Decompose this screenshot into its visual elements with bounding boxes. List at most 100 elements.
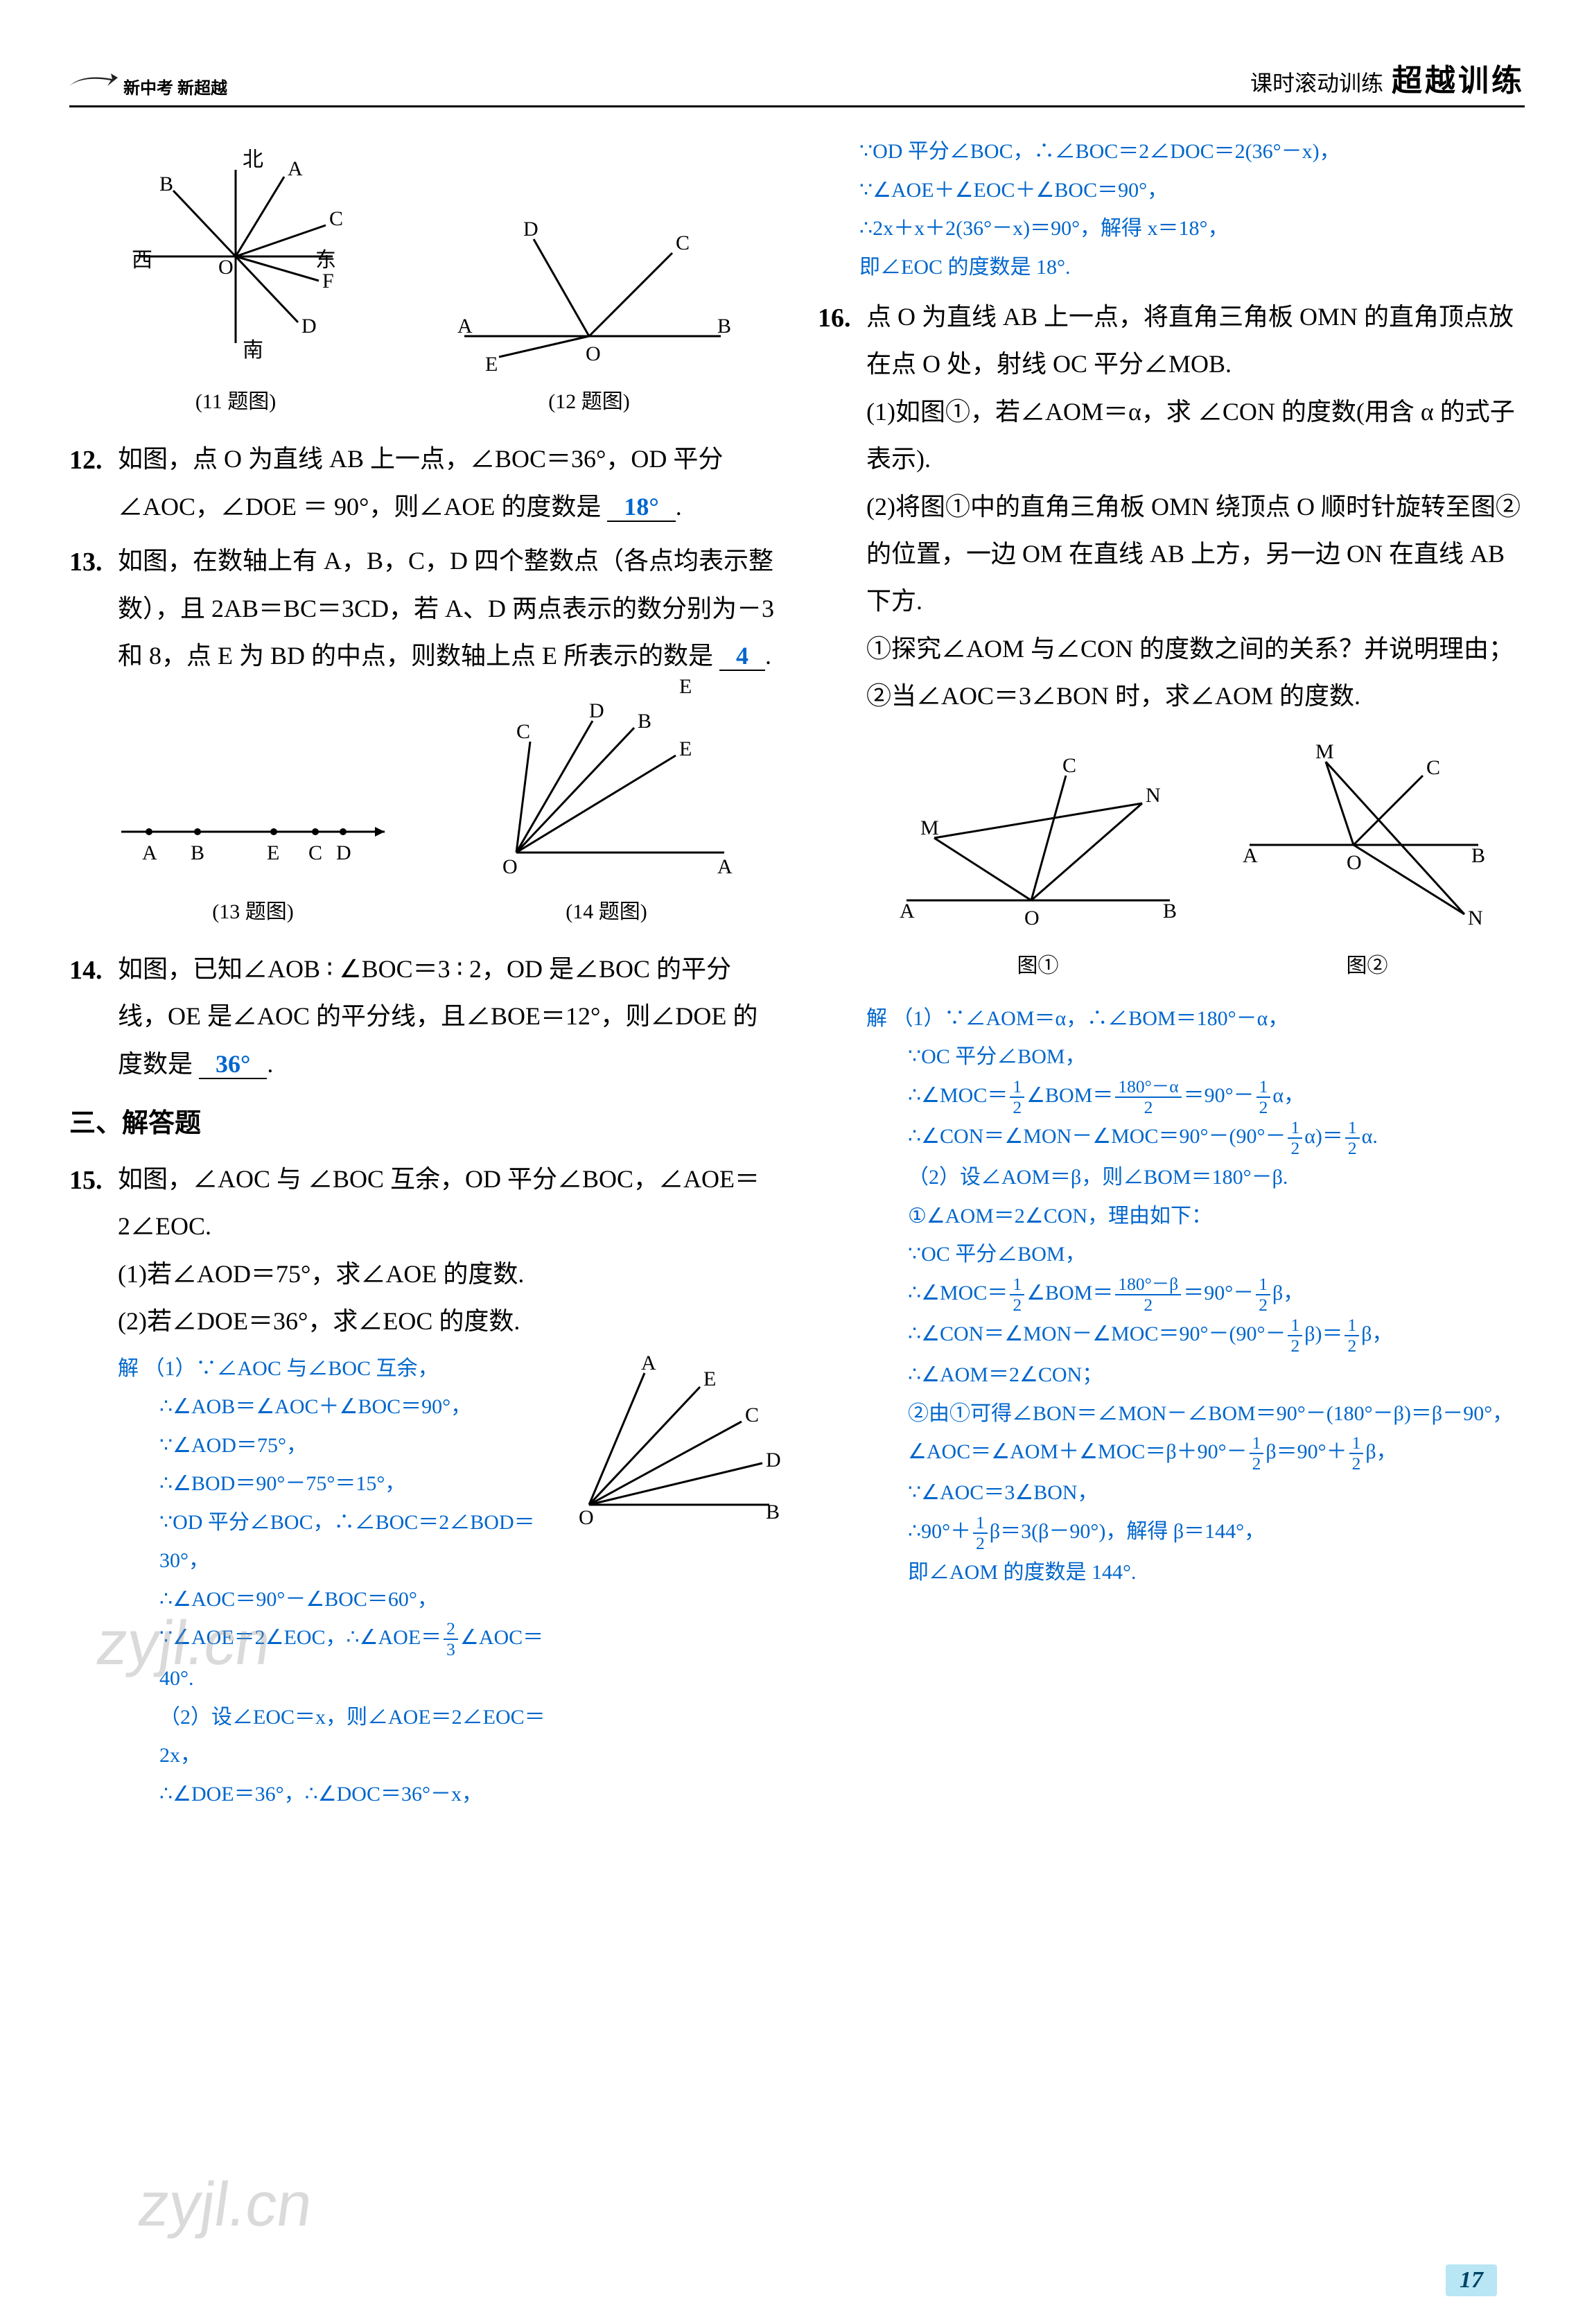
p12-body: 如图，点 O 为直线 AB 上一点，∠BOC＝36°，OD 平分 ∠AOC，∠D… <box>118 435 776 530</box>
svg-text:M: M <box>1315 740 1334 763</box>
problem-12: 12. 如图，点 O 为直线 AB 上一点，∠BOC＝36°，OD 平分 ∠AO… <box>69 435 776 530</box>
svg-text:M: M <box>920 816 939 839</box>
p13-body: 如图，在数轴上有 A，B，C，D 四个整数点（各点均表示整数），且 2AB＝BC… <box>118 537 776 679</box>
p15-body: 如图，∠AOC 与 ∠BOC 互余，OD 平分∠BOC，∠AOE＝2∠EOC. … <box>118 1155 776 1813</box>
watermark-2: zyjl.cn <box>134 2169 317 2241</box>
svg-text:N: N <box>1146 784 1161 807</box>
header-left: 新中考 新超越 <box>69 72 227 100</box>
svg-text:O: O <box>586 342 601 365</box>
page-header: 新中考 新超越 课时滚动训练 超越训练 <box>69 55 1525 107</box>
fig12-svg: A B C D E O <box>444 198 735 364</box>
svg-text:D: D <box>589 699 604 722</box>
p14-num: 14. <box>69 945 118 1087</box>
fig16a-svg: A B M C N O <box>893 748 1184 928</box>
svg-text:B: B <box>638 710 651 733</box>
svg-text:D: D <box>301 315 317 338</box>
fig16b: A B M C N O 图② <box>1236 734 1499 986</box>
svg-text:西: 西 <box>132 249 152 272</box>
fig14-caption: (14 题图) <box>475 892 738 932</box>
svg-text:B: B <box>1163 900 1177 923</box>
arrow-icon <box>69 72 118 100</box>
svg-text:E: E <box>703 1368 716 1390</box>
fig14-svg: A B C D E E O <box>475 693 738 873</box>
fig13-14-row: A B E C D (13 题图) <box>69 693 776 931</box>
svg-text:C: C <box>308 841 322 864</box>
svg-text:B: B <box>159 173 173 195</box>
p16-body: 点 O 为直线 AB 上一点，将直角三角板 OMN 的直角顶点放在点 O 处，射… <box>866 293 1525 1591</box>
p13-num: 13. <box>69 537 118 679</box>
right-column: ∵OD 平分∠BOC，∴∠BOC＝2∠DOC＝2(36°－x)， ∵∠AOE＋∠… <box>818 128 1525 1813</box>
svg-text:A: A <box>142 841 157 864</box>
fig12: A B C D E O (12 题图) <box>444 198 735 421</box>
svg-text:C: C <box>516 720 530 743</box>
p16-solution: 解 （1）∵∠AOM＝α，∴∠BOM＝180°－α， ∵OC 平分∠BOM， ∴… <box>866 999 1525 1591</box>
p14-body: 如图，已知∠AOB ∶ ∠BOC＝3 ∶ 2，OD 是∠BOC 的平分线，OE … <box>118 945 776 1087</box>
fig11: 北 南 东 西 A B C F D O (11 题图) <box>111 142 360 421</box>
svg-text:A: A <box>1243 844 1258 867</box>
svg-text:北: 北 <box>243 148 263 171</box>
section-3-title: 三、解答题 <box>69 1099 776 1148</box>
fig11-caption: (11 题图) <box>111 382 360 421</box>
svg-text:B: B <box>717 315 731 338</box>
p13-text: 如图，在数轴上有 A，B，C，D 四个整数点（各点均表示整数），且 2AB＝BC… <box>118 547 774 670</box>
svg-text:A: A <box>717 855 733 878</box>
svg-text:A: A <box>900 900 915 923</box>
fig13: A B E C D (13 题图) <box>107 790 398 931</box>
svg-text:C: C <box>1062 754 1076 777</box>
fig13-svg: A B E C D <box>107 790 398 873</box>
svg-text:D: D <box>766 1449 781 1471</box>
p14-answer: 36° <box>199 1050 267 1079</box>
svg-text:E: E <box>679 675 692 698</box>
svg-text:O: O <box>502 855 518 878</box>
p15-num: 15. <box>69 1155 118 1813</box>
svg-text:O: O <box>579 1506 594 1529</box>
fig13-caption: (13 题图) <box>107 892 398 932</box>
fig11-12-row: 北 南 东 西 A B C F D O (11 题图) <box>69 142 776 421</box>
svg-text:E: E <box>679 737 692 760</box>
fig16-row: A B M C N O 图① <box>866 734 1525 986</box>
fig14: A B C D E E O (14 题图) <box>475 693 738 931</box>
svg-text:O: O <box>218 256 234 279</box>
p13-answer: 4 <box>719 642 765 671</box>
left-column: 北 南 东 西 A B C F D O (11 题图) <box>69 128 776 1813</box>
header-bold: 超越训练 <box>1392 55 1525 100</box>
p16-num: 16. <box>818 293 866 1591</box>
problem-13: 13. 如图，在数轴上有 A，B，C，D 四个整数点（各点均表示整数），且 2A… <box>69 537 776 679</box>
header-right: 课时滚动训练 超越训练 <box>1250 55 1525 100</box>
fig11-svg: 北 南 东 西 A B C F D O <box>111 142 360 364</box>
svg-text:E: E <box>267 841 279 864</box>
content-columns: 北 南 东 西 A B C F D O (11 题图) <box>69 128 1525 1813</box>
p15-solution: 解 （1）∵∠AOC 与∠BOC 互余， ∴∠AOB＝∠AOC＋∠BOC＝90°… <box>118 1349 554 1814</box>
svg-text:东: 东 <box>315 249 336 272</box>
p12-num: 12. <box>69 435 118 530</box>
svg-text:O: O <box>1024 907 1040 929</box>
problem-14: 14. 如图，已知∠AOB ∶ ∠BOC＝3 ∶ 2，OD 是∠BOC 的平分线… <box>69 945 776 1087</box>
svg-text:C: C <box>745 1404 759 1426</box>
svg-text:A: A <box>457 315 473 338</box>
fig16a: A B M C N O 图① <box>893 748 1184 986</box>
svg-text:B: B <box>766 1501 780 1523</box>
svg-text:南: 南 <box>243 339 263 362</box>
svg-text:D: D <box>523 218 538 241</box>
svg-text:B: B <box>191 841 204 864</box>
svg-text:N: N <box>1468 907 1483 929</box>
page-number: 17 <box>1446 2264 1497 2296</box>
header-left-text: 新中考 新超越 <box>123 74 227 98</box>
fig15-svg: A E C D B O <box>568 1345 776 1526</box>
p15-solution-cont: ∵OD 平分∠BOC，∴∠BOC＝2∠DOC＝2(36°－x)， ∵∠AOE＋∠… <box>818 132 1525 286</box>
problem-16: 16. 点 O 为直线 AB 上一点，将直角三角板 OMN 的直角顶点放在点 O… <box>818 293 1525 1591</box>
svg-text:C: C <box>329 207 343 230</box>
svg-text:C: C <box>676 231 690 254</box>
fig16b-svg: A B M C N O <box>1236 734 1499 928</box>
svg-text:B: B <box>1471 844 1485 867</box>
fig12-caption: (12 题图) <box>444 382 735 421</box>
svg-text:O: O <box>1347 851 1362 874</box>
svg-text:F: F <box>322 270 334 292</box>
svg-text:A: A <box>288 157 303 180</box>
header-small: 课时滚动训练 <box>1250 66 1383 98</box>
svg-text:D: D <box>336 841 351 864</box>
svg-text:E: E <box>485 353 498 376</box>
p12-answer: 18° <box>607 493 675 522</box>
svg-text:A: A <box>641 1352 656 1374</box>
problem-15: 15. 如图，∠AOC 与 ∠BOC 互余，OD 平分∠BOC，∠AOE＝2∠E… <box>69 1155 776 1813</box>
